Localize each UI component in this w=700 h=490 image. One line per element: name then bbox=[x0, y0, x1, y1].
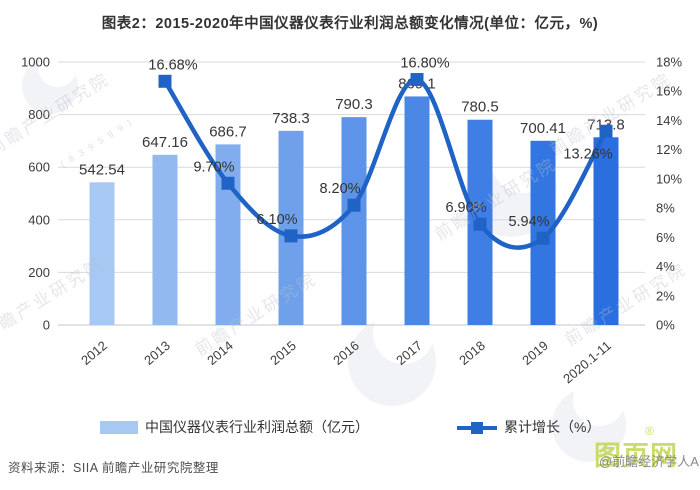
right-axis-tick: 18% bbox=[656, 55, 682, 70]
right-axis-tick: 2% bbox=[656, 288, 675, 303]
line-marker-2013 bbox=[158, 74, 172, 88]
right-axis-tick: 6% bbox=[656, 230, 675, 245]
line-value-label: 6.90% bbox=[445, 200, 486, 216]
line-marker-2020.1-11 bbox=[599, 124, 613, 138]
x-axis-label: 2018 bbox=[456, 338, 488, 368]
line-value-label: 16.80% bbox=[400, 56, 449, 72]
bar-2020.1-11 bbox=[593, 137, 619, 325]
bar-2015 bbox=[278, 130, 304, 325]
left-axis-tick: 800 bbox=[28, 107, 50, 122]
app-watermark: @前瞻经济学人APP bbox=[599, 454, 700, 469]
line-value-label: 6.10% bbox=[256, 212, 297, 228]
bar-value-label: 738.3 bbox=[272, 110, 310, 127]
right-axis-tick: 4% bbox=[656, 259, 675, 274]
chart-title: 图表2：2015-2020年中国仪器仪表行业利润总额变化情况(单位：亿元，%) bbox=[101, 16, 599, 32]
x-axis-label: 2020.1-11 bbox=[560, 338, 614, 387]
x-axis-label: 2019 bbox=[519, 338, 551, 368]
x-axis-label: 2015 bbox=[267, 338, 299, 368]
bar-2017 bbox=[404, 96, 430, 325]
bar-value-label: 700.41 bbox=[520, 120, 566, 137]
line-series-swatch bbox=[457, 421, 497, 434]
line-value-label: 9.70% bbox=[193, 159, 234, 175]
x-axis-label: 2017 bbox=[393, 338, 425, 368]
line-marker-2015 bbox=[284, 229, 298, 243]
line-value-label: 8.20% bbox=[319, 181, 360, 197]
bar-series-label: 中国仪器仪表行业利润总额（亿元） bbox=[145, 419, 369, 435]
left-axis-tick: 400 bbox=[28, 212, 50, 227]
bar-value-label: 542.54 bbox=[79, 161, 125, 178]
line-value-label: 13.26% bbox=[563, 146, 612, 162]
registered-mark-icon: ® bbox=[645, 424, 655, 438]
line-value-label: 16.68% bbox=[148, 57, 197, 73]
x-axis-label: 2016 bbox=[330, 338, 362, 368]
legend-item-line: 累计增长（%） bbox=[457, 419, 600, 435]
legend-item-bar: 中国仪器仪表行业利润总额（亿元） bbox=[100, 419, 369, 435]
bar-value-label: 780.5 bbox=[461, 99, 499, 116]
line-marker-2017 bbox=[410, 73, 424, 87]
line-marker-2018 bbox=[473, 217, 487, 231]
right-axis-tick: 0% bbox=[656, 318, 675, 333]
right-axis-tick: 12% bbox=[656, 142, 682, 157]
right-axis-tick: 10% bbox=[656, 171, 682, 186]
combo-chart: 0 200 400 600 800 1000 0% 2% 4% 6% 8% 10% 12% 14% 16% 1… bbox=[21, 55, 682, 387]
bar-value-label: 686.7 bbox=[209, 123, 247, 140]
line-marker-2014 bbox=[221, 176, 235, 190]
x-axis-label: 2012 bbox=[78, 338, 110, 368]
left-axis-tick: 1000 bbox=[21, 55, 50, 70]
line-series-label: 累计增长（%） bbox=[504, 419, 601, 435]
line-marker-2019 bbox=[536, 231, 550, 245]
left-axis-tick: 600 bbox=[28, 160, 50, 175]
right-axis-tick: 16% bbox=[656, 84, 682, 99]
right-axis-tick: 8% bbox=[656, 201, 675, 216]
line-marker-2016 bbox=[347, 198, 361, 212]
x-axis-label: 2013 bbox=[141, 338, 173, 368]
left-axis-tick: 0 bbox=[43, 318, 50, 333]
x-axis-label: 2014 bbox=[204, 338, 236, 368]
bar-2013 bbox=[152, 154, 178, 325]
bar-series-swatch bbox=[100, 420, 138, 434]
source-note: 资料来源：SIIA 前瞻产业研究院整理 bbox=[8, 461, 219, 475]
right-axis-tick: 14% bbox=[656, 113, 682, 128]
left-axis-tick: 200 bbox=[28, 265, 50, 280]
bar-2016 bbox=[341, 117, 367, 326]
bar-value-label: 647.16 bbox=[142, 134, 188, 151]
line-value-label: 5.94% bbox=[508, 214, 549, 230]
bar-2012 bbox=[89, 182, 115, 325]
bar-value-label: 790.3 bbox=[335, 96, 373, 113]
